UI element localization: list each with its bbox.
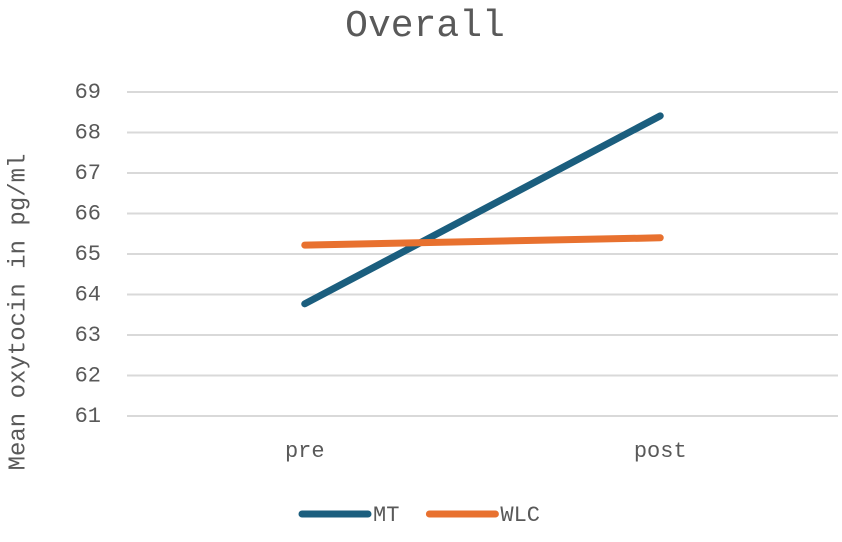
chart-title: Overall bbox=[345, 5, 505, 48]
x-tick-label: pre bbox=[285, 439, 325, 464]
y-tick-label: 62 bbox=[75, 363, 101, 388]
y-tick-label: 69 bbox=[75, 80, 101, 105]
y-tick-label: 63 bbox=[75, 323, 101, 348]
legend-label: WLC bbox=[500, 503, 540, 528]
data-line bbox=[301, 234, 664, 249]
y-tick-label: 66 bbox=[75, 201, 101, 226]
y-tick-label: 68 bbox=[75, 120, 101, 145]
data-line bbox=[301, 112, 664, 308]
y-tick-label: 65 bbox=[75, 242, 101, 267]
x-tick-label: post bbox=[634, 439, 687, 464]
y-axis-label: Mean oxytocin in pg/ml bbox=[5, 154, 32, 471]
legend-label: MT bbox=[373, 503, 399, 528]
y-tick-label: 64 bbox=[75, 282, 101, 307]
y-tick-label: 61 bbox=[75, 404, 101, 429]
y-tick-label: 67 bbox=[75, 161, 101, 186]
